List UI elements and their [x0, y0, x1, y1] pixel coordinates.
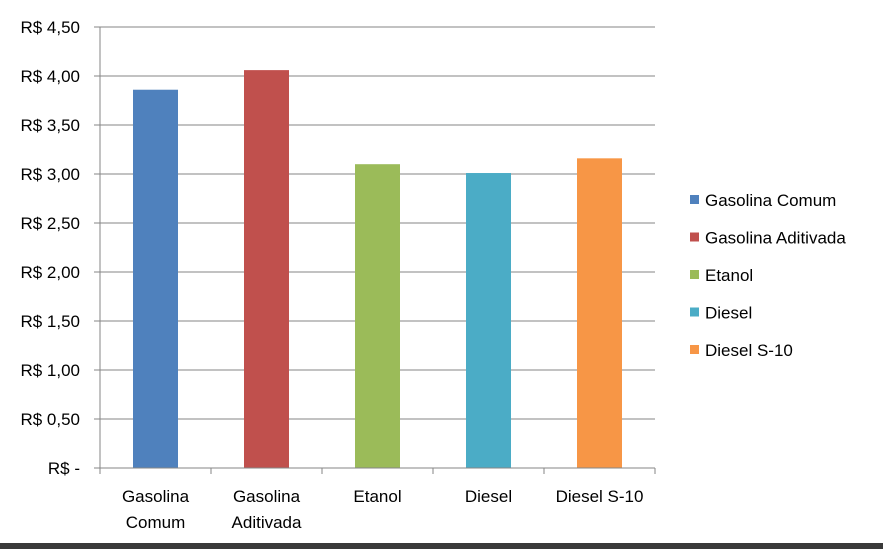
legend-swatch: [690, 195, 699, 204]
x-tick-label: Diesel S-10: [556, 487, 644, 506]
x-tick-label: Diesel: [465, 487, 512, 506]
bar: [466, 173, 511, 468]
x-tick-label-line: Diesel S-10: [556, 487, 644, 506]
x-tick-label-line: Comum: [126, 513, 186, 532]
legend-swatch: [690, 307, 699, 317]
axes: [94, 27, 656, 474]
x-tick-label: Etanol: [353, 487, 401, 506]
legend-label: Diesel S-10: [705, 341, 793, 360]
legend-swatch: [690, 345, 699, 354]
y-tick-label: R$ 2,50: [20, 214, 80, 233]
y-tick-label: R$ 2,00: [20, 263, 80, 282]
y-axis-ticks: R$ - R$ 0,50 R$ 1,00 R$ 1,50 R$ 2,00 R$ 2,50 R…: [20, 18, 100, 478]
x-axis-labels: Gasolina Comum Gasolina Aditivada Etanol Dies…: [122, 487, 643, 532]
y-tick-label: R$ 4,50: [20, 18, 80, 37]
y-tick-label: R$ -: [48, 459, 80, 478]
y-tick-label: R$ 3,50: [20, 116, 80, 135]
x-tick-label-line: Diesel: [465, 487, 512, 506]
x-tick-label-line: Etanol: [353, 487, 401, 506]
x-tick-label-line: Gasolina: [233, 487, 301, 506]
legend: Gasolina Comum Gasolina Aditivada Etanol Di…: [690, 191, 846, 360]
x-tick-label-line: Gasolina: [122, 487, 190, 506]
bar: [577, 158, 622, 468]
window-bottom-border: [0, 543, 883, 549]
bars: [133, 70, 622, 469]
bar: [355, 164, 400, 468]
y-tick-label: R$ 0,50: [20, 410, 80, 429]
legend-label: Gasolina Aditivada: [705, 229, 846, 248]
x-tick-label: Gasolina Comum: [122, 487, 190, 532]
bar: [133, 89, 178, 468]
y-tick-label: R$ 1,00: [20, 361, 80, 380]
legend-swatch: [690, 270, 699, 279]
legend-swatch: [690, 232, 699, 242]
x-tick-label: Gasolina Aditivada: [232, 487, 302, 532]
legend-label: Etanol: [705, 266, 753, 285]
legend-label: Gasolina Comum: [705, 191, 836, 210]
bar: [244, 70, 289, 469]
y-tick-label: R$ 3,00: [20, 165, 80, 184]
x-tick-label-line: Aditivada: [232, 513, 302, 532]
y-tick-label: R$ 1,50: [20, 312, 80, 331]
y-tick-label: R$ 4,00: [20, 67, 80, 86]
legend-label: Diesel: [705, 304, 752, 323]
